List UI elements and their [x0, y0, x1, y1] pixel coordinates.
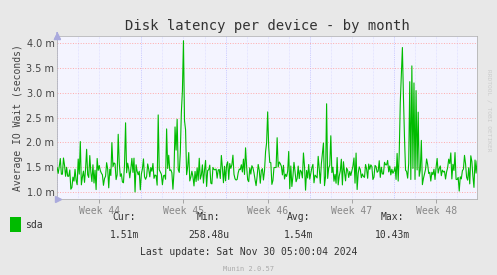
Text: 10.43m: 10.43m — [375, 230, 410, 240]
Text: 258.48u: 258.48u — [188, 230, 229, 240]
Title: Disk latency per device - by month: Disk latency per device - by month — [125, 19, 410, 33]
Text: Avg:: Avg: — [286, 212, 310, 222]
Text: Cur:: Cur: — [112, 212, 136, 222]
Text: RRDTOOL / TOBI OETIKER: RRDTOOL / TOBI OETIKER — [486, 69, 491, 151]
Text: Max:: Max: — [381, 212, 405, 222]
Text: Min:: Min: — [197, 212, 221, 222]
Text: 1.51m: 1.51m — [109, 230, 139, 240]
Text: sda: sda — [25, 221, 42, 230]
Y-axis label: Average IO Wait (seconds): Average IO Wait (seconds) — [13, 44, 23, 191]
Text: Last update: Sat Nov 30 05:00:04 2024: Last update: Sat Nov 30 05:00:04 2024 — [140, 247, 357, 257]
Text: Munin 2.0.57: Munin 2.0.57 — [223, 266, 274, 272]
Text: 1.54m: 1.54m — [283, 230, 313, 240]
